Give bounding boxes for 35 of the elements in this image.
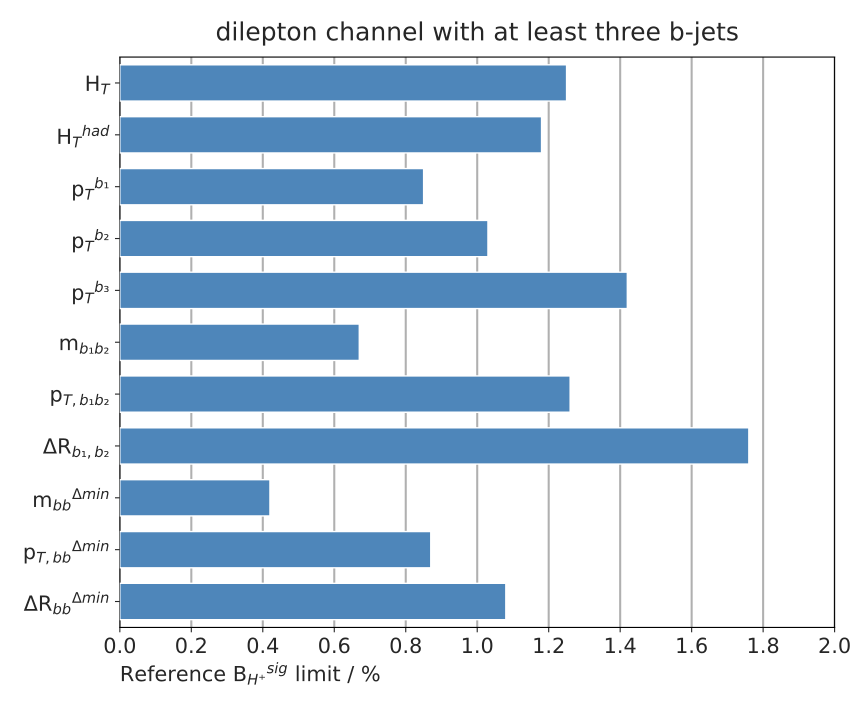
bar	[120, 168, 424, 206]
x-tick-label: 1.0	[462, 638, 492, 654]
y-tick-label: p$_{T}$$^{b₂}$	[73, 228, 108, 252]
x-axis-title: Reference B$_{H⁺}$$^{sig}$ limit / %	[122, 662, 380, 685]
bar	[120, 272, 628, 310]
x-tick-label: 2.0	[820, 638, 850, 654]
x-tick-label: 0.6	[319, 638, 350, 654]
x-tick-label: 0.0	[104, 638, 136, 654]
y-tick-label: p$_{T}$$^{b₁}$	[73, 177, 109, 200]
y-tick-label: p$_{T,b₁b₂}$	[51, 390, 109, 407]
y-tick-label: p$_{T,bb}$$^{Δmin}$	[24, 540, 108, 564]
bar	[120, 116, 542, 154]
bar	[120, 530, 432, 568]
x-tick-label: 1.8	[748, 638, 778, 654]
chart-title: dilepton channel with at least three b-jets	[216, 21, 738, 46]
x-tick-label: 1.6	[677, 638, 707, 654]
x-tick-label: 0.2	[176, 638, 206, 654]
x-tick-label: 0.8	[390, 638, 421, 654]
x-tick-label: 0.4	[248, 638, 278, 654]
bar	[120, 427, 750, 465]
y-tick-label: m$_{b₁b₂}$	[60, 338, 108, 354]
bar	[120, 323, 360, 362]
y-tick-label: ΔR$_{bb}$$^{Δmin}$	[24, 592, 108, 614]
y-tick-label: m$_{bb}$$^{Δmin}$	[34, 488, 108, 511]
x-tick-label: 1.2	[534, 638, 564, 653]
bar	[120, 220, 489, 258]
y-tick-label: H$_{T}$	[86, 76, 110, 94]
y-tick-label: ΔR$_{b₁,b₂}$	[42, 438, 109, 459]
bar	[120, 582, 507, 620]
bar	[120, 375, 571, 413]
bar	[120, 64, 568, 102]
y-tick-label: p$_{T}$$^{b₃}$	[73, 280, 109, 304]
bar	[120, 478, 271, 517]
x-tick-label: 1.4	[606, 638, 636, 653]
y-tick-label: H$_{T}$$^{had}$	[58, 124, 110, 148]
